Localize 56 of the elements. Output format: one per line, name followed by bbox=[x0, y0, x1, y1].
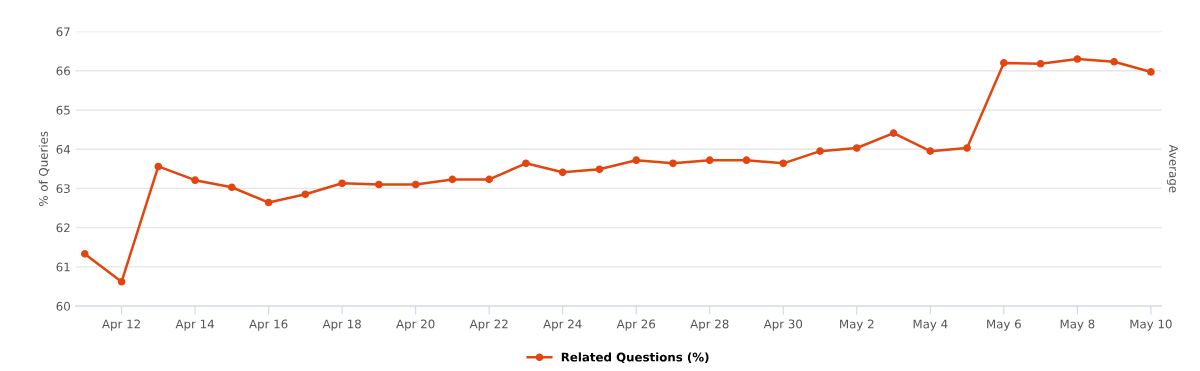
point bbox=[117, 277, 126, 286]
point bbox=[264, 198, 273, 207]
x-tick-label: May 4 bbox=[913, 319, 948, 331]
point bbox=[558, 168, 567, 177]
point bbox=[1000, 59, 1008, 67]
point bbox=[595, 165, 604, 174]
x-tick-label: Apr 22 bbox=[469, 319, 508, 331]
x-tick-label: Apr 16 bbox=[249, 319, 288, 331]
y2-axis-title: Average bbox=[1166, 144, 1178, 193]
y-tick-label: 62 bbox=[56, 223, 70, 233]
x-tick-label: May 2 bbox=[840, 319, 874, 331]
point bbox=[742, 156, 751, 164]
x-tick-label: May 10 bbox=[1130, 319, 1172, 331]
x-tick-label: May 6 bbox=[987, 319, 1021, 331]
x-tick-label: Apr 12 bbox=[102, 319, 140, 331]
y-axis-title: % of Queries bbox=[38, 131, 50, 206]
point bbox=[375, 180, 383, 189]
y-tick-label: 66 bbox=[56, 66, 70, 76]
point bbox=[1036, 59, 1045, 68]
point bbox=[926, 147, 935, 155]
point bbox=[779, 159, 788, 168]
point bbox=[448, 175, 457, 184]
x-tick-label: Apr 24 bbox=[543, 319, 582, 331]
point bbox=[669, 159, 677, 168]
y-tick-label: 64 bbox=[56, 144, 71, 154]
x-tick-label: Apr 18 bbox=[322, 319, 361, 331]
x-tick-label: Apr 14 bbox=[175, 319, 215, 331]
point bbox=[816, 147, 824, 155]
y-tick-label: 65 bbox=[56, 105, 70, 115]
legend-label: Related Questions (%) bbox=[561, 352, 709, 364]
x-tick-label: Apr 28 bbox=[690, 319, 729, 331]
y-tick-label: 63 bbox=[56, 184, 70, 194]
x-tick-label: Apr 20 bbox=[396, 319, 435, 331]
point bbox=[301, 190, 310, 199]
point bbox=[1147, 68, 1155, 76]
point bbox=[411, 180, 420, 189]
point bbox=[80, 250, 89, 258]
point bbox=[485, 175, 493, 184]
point bbox=[522, 159, 530, 168]
y-tick-label: 60 bbox=[56, 301, 70, 311]
point bbox=[1073, 55, 1082, 63]
point bbox=[1110, 57, 1118, 66]
x-tick-label: Apr 26 bbox=[616, 319, 656, 331]
y-tick-label: 67 bbox=[56, 27, 70, 37]
x-tick-label: Apr 30 bbox=[763, 319, 803, 331]
point bbox=[632, 156, 641, 164]
x-tick-label: May 8 bbox=[1060, 319, 1095, 331]
point bbox=[154, 162, 163, 171]
point bbox=[228, 183, 236, 192]
y-tick-label: 61 bbox=[56, 262, 70, 272]
point bbox=[191, 176, 199, 184]
point bbox=[852, 144, 861, 152]
point bbox=[889, 129, 898, 137]
point bbox=[705, 156, 714, 164]
point bbox=[963, 144, 971, 152]
point bbox=[338, 179, 346, 188]
